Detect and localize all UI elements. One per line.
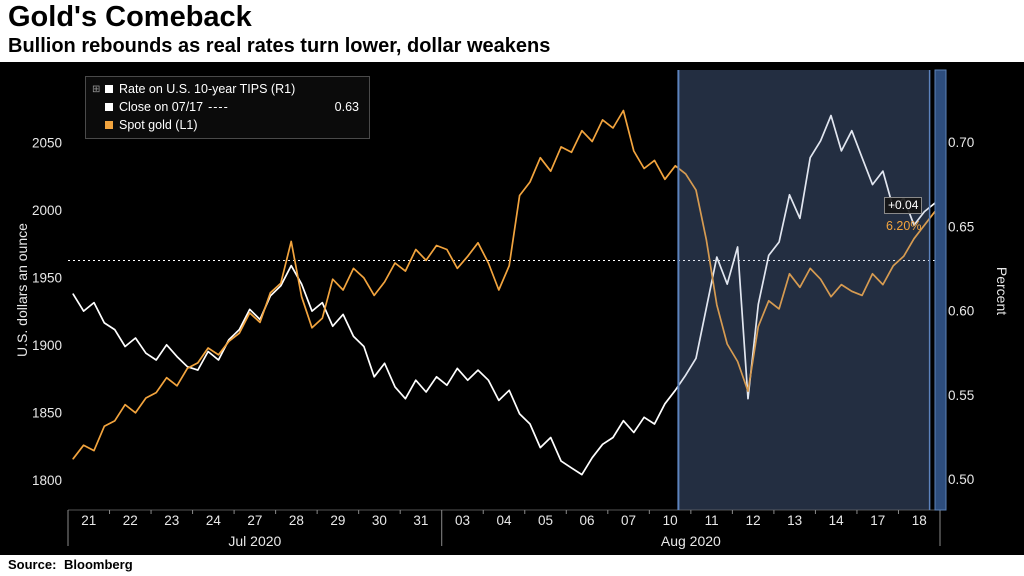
right-axis-tick: 0.70 bbox=[948, 135, 974, 150]
close-value: 0.63 bbox=[334, 100, 359, 114]
highlight-region bbox=[678, 70, 930, 510]
left-axis-title: U.S. dollars an ounce bbox=[14, 223, 30, 357]
chart-subtitle: Bullion rebounds as real rates turn lowe… bbox=[8, 35, 551, 57]
left-axis-tick: 1800 bbox=[32, 473, 62, 488]
tips-change-label: +0.04 bbox=[884, 197, 923, 214]
right-axis-tick: 0.50 bbox=[948, 472, 974, 487]
x-axis-tick: 28 bbox=[289, 513, 304, 528]
source-value: Bloomberg bbox=[64, 557, 133, 572]
tips-series-swatch bbox=[105, 85, 113, 93]
month-label: Jul 2020 bbox=[228, 533, 281, 549]
x-axis-tick: 14 bbox=[829, 513, 845, 528]
left-axis-tick: 1850 bbox=[32, 405, 62, 420]
x-axis-tick: 24 bbox=[206, 513, 222, 528]
close-line-swatch bbox=[105, 103, 113, 111]
x-axis-tick: 21 bbox=[81, 513, 96, 528]
x-axis-tick: 30 bbox=[372, 513, 387, 528]
right-axis-title: Percent bbox=[994, 266, 1010, 316]
gold-line bbox=[72, 109, 936, 460]
gold-series-swatch bbox=[105, 121, 113, 129]
x-axis-tick: 17 bbox=[870, 513, 885, 528]
left-axis-tick: 1950 bbox=[32, 270, 62, 285]
range-scrollbar[interactable] bbox=[934, 69, 947, 511]
legend-item-gold[interactable]: Spot gold (L1) bbox=[92, 116, 361, 134]
month-label: Aug 2020 bbox=[661, 533, 721, 549]
x-axis-tick: 12 bbox=[746, 513, 761, 528]
x-axis-tick: 06 bbox=[580, 513, 595, 528]
legend-item-tips[interactable]: ⊞ Rate on U.S. 10-year TIPS (R1) bbox=[92, 80, 361, 98]
gold-change-label: 6.20% bbox=[886, 219, 922, 233]
right-axis-tick: 0.60 bbox=[948, 304, 974, 319]
x-axis-tick: 27 bbox=[247, 513, 262, 528]
source-bar: Source: Bloomberg bbox=[0, 555, 1024, 576]
legend-drag-icon: ⊞ bbox=[92, 83, 101, 95]
x-axis-tick: 13 bbox=[787, 513, 802, 528]
right-axis-tick: 0.65 bbox=[948, 219, 974, 234]
x-axis-tick: 31 bbox=[413, 513, 428, 528]
left-axis-tick: 1900 bbox=[32, 338, 62, 353]
legend-label-tips: Rate on U.S. 10-year TIPS (R1) bbox=[119, 82, 296, 96]
x-axis-tick: 03 bbox=[455, 513, 470, 528]
right-axis-tick: 0.55 bbox=[948, 388, 974, 403]
x-axis-tick: 29 bbox=[330, 513, 345, 528]
legend-label-gold: Spot gold (L1) bbox=[119, 118, 198, 132]
x-axis-tick: 22 bbox=[123, 513, 138, 528]
x-axis-tick: 04 bbox=[496, 513, 512, 528]
x-axis-tick: 07 bbox=[621, 513, 636, 528]
title-bar: Gold's Comeback Bullion rebounds as real… bbox=[0, 0, 1024, 62]
x-axis-tick: 23 bbox=[164, 513, 179, 528]
left-axis-tick: 2000 bbox=[32, 203, 62, 218]
highlight-tint bbox=[678, 70, 930, 510]
x-axis-tick: 11 bbox=[705, 513, 719, 528]
legend-label-close: Close on 07/17 bbox=[119, 100, 204, 114]
left-axis-tick: 2050 bbox=[32, 135, 62, 150]
legend-item-close[interactable]: Close on 07/17 ---- 0.63 bbox=[92, 98, 361, 116]
source-label: Source: bbox=[8, 557, 57, 572]
chart-title: Gold's Comeback bbox=[8, 1, 252, 33]
close-dash-style: ---- bbox=[208, 100, 229, 114]
x-axis-tick: 10 bbox=[663, 513, 678, 528]
x-axis-tick: 18 bbox=[912, 513, 927, 528]
legend: ⊞ Rate on U.S. 10-year TIPS (R1) Close o… bbox=[85, 76, 370, 139]
x-axis-tick: 05 bbox=[538, 513, 553, 528]
tips-line bbox=[72, 114, 936, 476]
